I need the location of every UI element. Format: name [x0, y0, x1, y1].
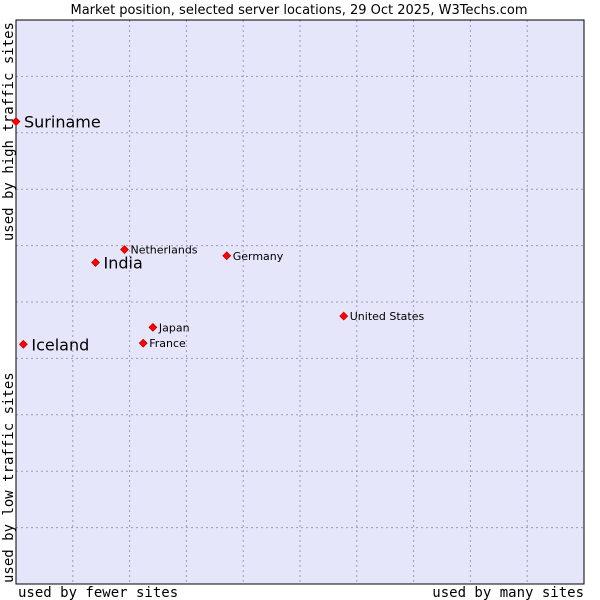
marker-france — [138, 338, 148, 348]
label-france: France — [149, 337, 186, 350]
y-axis-label-top: used by high traffic sites — [1, 22, 17, 241]
label-netherlands: Netherlands — [130, 244, 197, 257]
grid-lines — [16, 20, 584, 584]
label-iceland: Iceland — [31, 335, 89, 354]
x-axis-label-left: used by fewer sites — [18, 585, 178, 600]
label-suriname: Suriname — [24, 113, 101, 132]
marker-india — [91, 258, 100, 267]
point-iceland: Iceland — [18, 335, 89, 354]
point-india: India — [91, 254, 143, 273]
chart-title: Market position, selected server locatio… — [70, 3, 527, 18]
point-germany: Germany — [222, 250, 284, 263]
plot-border — [15, 19, 585, 585]
point-japan: Japan — [148, 321, 190, 334]
label-india: India — [104, 254, 143, 273]
marker-iceland — [18, 339, 28, 349]
marker-germany — [222, 251, 232, 261]
y-axis-label-bottom: used by low traffic sites — [1, 372, 17, 583]
point-suriname: Suriname — [11, 113, 101, 132]
x-axis-label-right: used by many sites — [432, 585, 584, 600]
data-points: Suriname India Iceland Netherlands Germany Un… — [11, 113, 425, 354]
marker-united-states — [339, 311, 349, 321]
point-france: France — [138, 337, 186, 350]
point-netherlands: Netherlands — [120, 244, 198, 257]
label-japan: Japan — [158, 321, 190, 334]
marker-japan — [148, 322, 158, 332]
label-germany: Germany — [233, 250, 284, 263]
point-united-states: United States — [339, 310, 425, 323]
label-united-states: United States — [350, 310, 425, 323]
marker-netherlands — [120, 245, 129, 254]
marker-suriname — [11, 117, 21, 126]
